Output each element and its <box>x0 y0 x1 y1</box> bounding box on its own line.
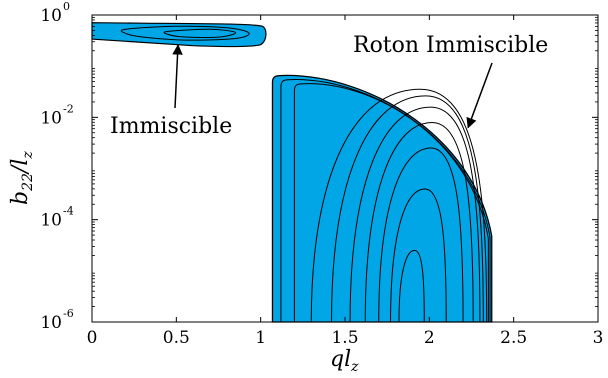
x-tick-label: 1 <box>255 328 266 348</box>
roton-contour-8 <box>378 147 464 323</box>
annotation-roton-immiscible: Roton Immiscible <box>353 33 548 58</box>
x-axis-label: qlz <box>330 347 359 375</box>
roton-contour-4 <box>310 88 488 323</box>
annotation-roton-arrow <box>466 62 493 129</box>
y-tick-label: 10 -6 <box>40 307 73 333</box>
immiscible-contour-2 <box>163 28 237 38</box>
x-tick-label: 0 <box>87 328 98 348</box>
y-tick-exponent: -6 <box>63 307 74 320</box>
annotation-immiscible-arrow <box>172 44 183 109</box>
y-tick-label: 10 0 <box>40 0 70 26</box>
annotation-immiscible: Immiscible <box>110 114 232 139</box>
roton-contour-10 <box>398 249 425 323</box>
axis-labels: qlz b22/lz <box>8 151 359 375</box>
roton-contour-1 <box>271 74 493 323</box>
roton-contour-5 <box>331 95 484 323</box>
roton-contour-3 <box>293 83 489 323</box>
axes <box>91 14 599 323</box>
x-tick-label: 3 <box>593 328 604 348</box>
roton-contour-9 <box>390 188 447 323</box>
y-tick-label: 10 -2 <box>40 102 73 128</box>
x-tick-label: 2.5 <box>500 328 527 348</box>
x-tick-label: 2 <box>424 328 435 348</box>
y-tick-base: 10 <box>40 211 62 231</box>
y-tick-label: 10 -4 <box>40 205 73 231</box>
immiscible-contour-1 <box>120 25 250 41</box>
y-tick-exponent: -2 <box>63 102 74 115</box>
contour-regions <box>91 22 493 323</box>
y-tick-exponent: -4 <box>63 205 74 218</box>
roton-contour-7 <box>364 121 474 323</box>
x-tick-label: 1.5 <box>331 328 358 348</box>
y-axis-label: b22/lz <box>8 151 36 205</box>
y-tick-base: 10 <box>40 108 62 128</box>
y-tick-exponent: 0 <box>63 0 70 13</box>
y-tick-base: 10 <box>40 313 62 333</box>
annotations: Immiscible Roton Immiscible <box>110 33 548 139</box>
roton-contour-6 <box>349 106 481 323</box>
y-tick-base: 10 <box>40 6 62 26</box>
x-tick-label: 0.5 <box>163 328 190 348</box>
